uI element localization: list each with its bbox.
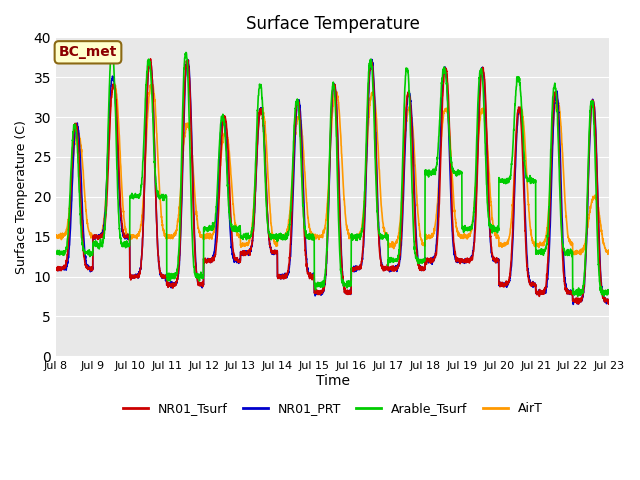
Y-axis label: Surface Temperature (C): Surface Temperature (C) bbox=[15, 120, 28, 274]
Legend: NR01_Tsurf, NR01_PRT, Arable_Tsurf, AirT: NR01_Tsurf, NR01_PRT, Arable_Tsurf, AirT bbox=[118, 397, 547, 420]
Title: Surface Temperature: Surface Temperature bbox=[246, 15, 420, 33]
Text: BC_met: BC_met bbox=[59, 45, 117, 60]
X-axis label: Time: Time bbox=[316, 374, 349, 388]
